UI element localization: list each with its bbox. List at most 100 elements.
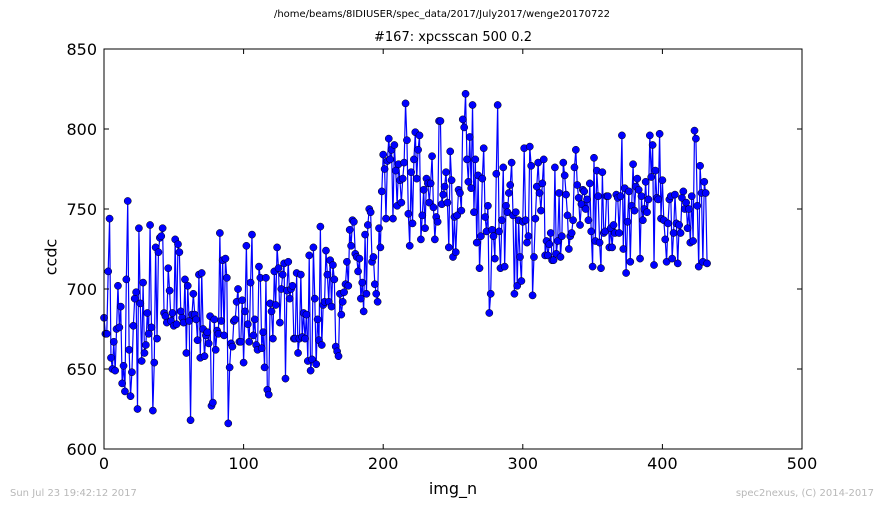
data-point bbox=[488, 225, 496, 234]
data-point bbox=[683, 224, 692, 233]
data-point bbox=[246, 278, 255, 287]
data-point bbox=[305, 251, 314, 260]
data-point bbox=[446, 147, 455, 156]
data-point bbox=[507, 158, 516, 167]
data-point bbox=[334, 352, 343, 361]
data-point bbox=[249, 331, 258, 340]
data-point bbox=[604, 192, 612, 201]
data-point bbox=[234, 285, 242, 293]
data-point bbox=[616, 192, 625, 201]
footer-credit: spec2nexus, (C) 2014-2017 bbox=[735, 488, 874, 499]
data-point bbox=[373, 297, 382, 306]
data-point bbox=[182, 349, 191, 357]
y-tick-label: 650 bbox=[66, 360, 97, 379]
x-tick-label: 200 bbox=[368, 454, 399, 473]
data-point bbox=[479, 144, 488, 153]
data-point bbox=[696, 161, 704, 170]
data-point bbox=[181, 275, 189, 284]
data-point bbox=[259, 328, 267, 337]
data-point bbox=[382, 214, 390, 223]
data-point bbox=[322, 246, 330, 255]
data-point bbox=[431, 235, 439, 244]
data-point bbox=[478, 174, 487, 183]
data-point bbox=[685, 205, 693, 213]
data-point bbox=[429, 203, 438, 212]
data-point bbox=[407, 168, 415, 177]
data-point bbox=[637, 192, 646, 201]
data-point bbox=[176, 307, 185, 316]
data-point bbox=[615, 229, 623, 237]
data-point bbox=[107, 353, 115, 362]
data-point bbox=[132, 288, 140, 297]
data-point bbox=[439, 190, 448, 199]
data-point bbox=[172, 320, 181, 329]
data-point bbox=[654, 195, 663, 204]
data-point bbox=[243, 320, 252, 329]
data-point bbox=[463, 155, 471, 164]
data-point bbox=[278, 270, 287, 279]
data-point bbox=[327, 302, 336, 311]
data-point bbox=[619, 245, 628, 253]
data-point bbox=[523, 238, 531, 247]
data-point bbox=[309, 243, 318, 252]
data-point bbox=[239, 358, 248, 367]
data-point bbox=[417, 235, 425, 244]
data-point bbox=[692, 134, 700, 143]
data-point bbox=[269, 334, 277, 343]
data-point bbox=[433, 217, 442, 226]
data-point bbox=[531, 214, 540, 223]
data-point bbox=[643, 208, 651, 217]
data-point bbox=[687, 192, 696, 201]
data-point bbox=[398, 174, 407, 183]
data-point bbox=[664, 219, 672, 228]
data-point bbox=[175, 248, 184, 257]
data-point bbox=[340, 288, 348, 297]
data-point bbox=[442, 168, 450, 177]
data-point bbox=[458, 115, 467, 124]
data-point bbox=[511, 208, 520, 217]
data-point bbox=[645, 131, 654, 140]
data-point bbox=[158, 224, 167, 233]
data-point bbox=[203, 328, 212, 337]
data-point bbox=[136, 299, 145, 308]
data-point bbox=[700, 177, 709, 186]
data-point bbox=[236, 337, 245, 346]
data-point bbox=[528, 291, 537, 300]
data-point bbox=[118, 379, 127, 388]
data-point bbox=[285, 294, 294, 303]
data-point bbox=[457, 206, 466, 215]
data-point bbox=[245, 337, 254, 346]
data-point bbox=[682, 198, 690, 207]
data-point bbox=[386, 155, 395, 164]
data-point bbox=[460, 123, 469, 132]
data-point bbox=[485, 309, 494, 317]
data-point bbox=[636, 254, 644, 263]
data-point bbox=[572, 145, 580, 154]
data-point bbox=[630, 206, 639, 215]
y-axis-label: ccdc bbox=[41, 238, 61, 276]
data-point bbox=[210, 315, 219, 324]
data-point bbox=[472, 238, 481, 247]
data-point bbox=[470, 208, 478, 217]
data-point bbox=[467, 184, 475, 193]
data-point bbox=[284, 257, 293, 266]
data-point bbox=[380, 165, 389, 173]
data-point bbox=[464, 177, 473, 186]
data-point bbox=[506, 181, 515, 189]
data-point bbox=[174, 240, 182, 249]
data-point bbox=[186, 416, 195, 425]
data-point bbox=[530, 253, 538, 261]
data-point bbox=[410, 155, 418, 164]
data-point bbox=[491, 254, 499, 263]
data-point bbox=[288, 281, 297, 290]
data-point bbox=[588, 262, 597, 271]
data-point bbox=[634, 185, 643, 194]
data-point bbox=[104, 267, 113, 276]
data-point bbox=[590, 153, 598, 162]
data-point bbox=[428, 152, 436, 161]
data-point bbox=[220, 331, 228, 340]
data-point bbox=[111, 366, 120, 375]
data-point bbox=[355, 254, 364, 263]
data-point bbox=[193, 336, 202, 345]
